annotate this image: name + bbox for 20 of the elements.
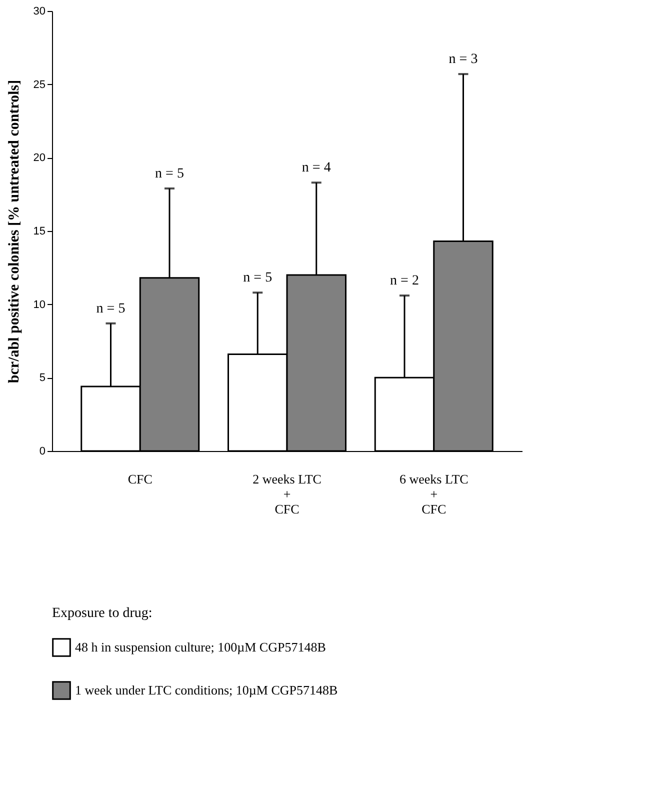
y-tick-label: 5: [39, 372, 46, 384]
x-tick-label: 2 weeks LTC + CFC: [252, 472, 322, 516]
x-tick-label: CFC: [128, 472, 152, 486]
y-tick-label: 25: [33, 78, 46, 91]
y-tick-label: 10: [33, 298, 46, 311]
annotation: n = 5: [243, 270, 272, 286]
annotation: n = 5: [96, 301, 126, 316]
legend-label: 1 week under LTC conditions; 10µM CGP57148B: [75, 682, 338, 698]
legend-label: 48 h in suspension culture; 100µM CGP57148B: [75, 640, 326, 654]
annotation: n = 4: [302, 160, 331, 176]
x-tick-label: 6 weeks LTC + CFC: [399, 472, 468, 516]
annotation: n = 2: [390, 274, 419, 289]
y-tick-label: 30: [33, 6, 46, 18]
y-axis-title: bcr/abl positive colonies [% untreated controls]: [6, 80, 22, 384]
annotation: n = 3: [448, 52, 478, 68]
y-tick-label: 0: [39, 446, 46, 458]
y-tick-label: 20: [33, 152, 46, 164]
annotation: n = 5: [155, 166, 184, 182]
legend-title: Exposure to drug:: [52, 606, 152, 621]
y-tick-label: 15: [33, 226, 46, 238]
